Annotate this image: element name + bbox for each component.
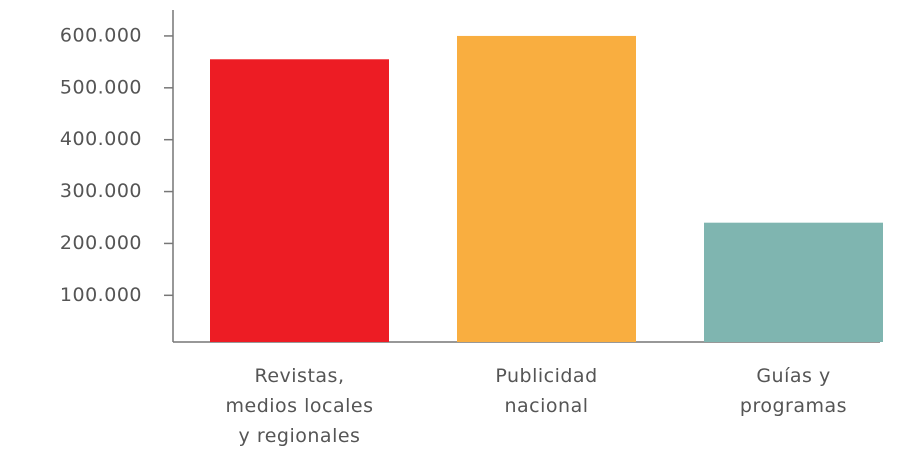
x-tick-label-line: Guías y — [756, 365, 830, 387]
bar — [457, 35, 636, 342]
y-tick-label: 200.000 — [60, 232, 142, 254]
x-tick-label: Revistas, medios locales y regionales — [226, 365, 374, 447]
bar — [210, 59, 389, 342]
x-tick-label-line: y regionales — [239, 425, 361, 447]
x-tick-label-line: medios locales — [226, 395, 374, 417]
y-tick-label: 600.000 — [60, 24, 142, 46]
y-tick-label: 100.000 — [60, 284, 142, 306]
bar — [704, 222, 883, 342]
y-tick-label: 400.000 — [60, 128, 142, 150]
y-tick-label: 500.000 — [60, 76, 142, 98]
x-tick-label: Publicidad nacional — [495, 365, 597, 417]
x-tick-label-line: Revistas, — [255, 365, 345, 387]
x-tick-label: Guías y programas — [740, 365, 847, 417]
x-tick-label-line: nacional — [505, 395, 589, 417]
x-tick-label-line: Publicidad — [495, 365, 597, 387]
x-tick-label-line: programas — [740, 395, 847, 417]
y-tick-label: 300.000 — [60, 180, 142, 202]
